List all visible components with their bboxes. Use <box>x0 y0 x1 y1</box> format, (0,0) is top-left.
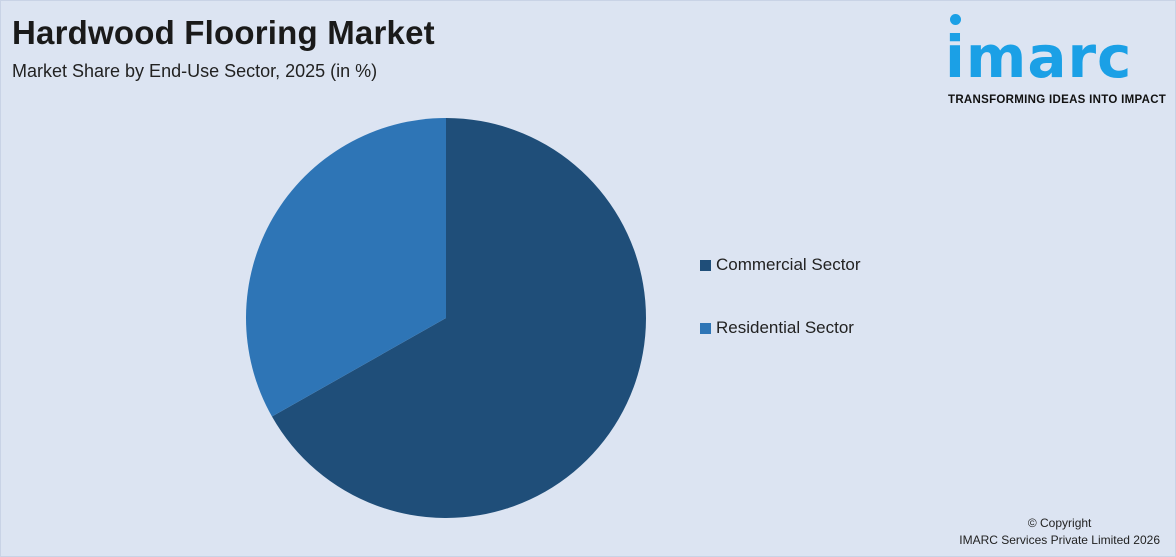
pie-slice-residential-sector <box>245 118 446 417</box>
legend-label: Residential Sector <box>716 318 854 337</box>
chart-subtitle: Market Share by End-Use Sector, 2025 (in… <box>12 61 378 81</box>
legend-item-residential-sector: Residential Sector <box>700 317 861 339</box>
logo-wordmark: imarc <box>945 23 1133 91</box>
legend-swatch <box>700 259 711 271</box>
copyright-notice: © Copyright IMARC Services Private Limit… <box>959 515 1160 549</box>
chart-title: Hardwood Flooring Market <box>12 14 435 51</box>
legend-item-commercial-sector: Commercial Sector <box>700 254 861 276</box>
copyright-line-2: IMARC Services Private Limited 2026 <box>959 533 1160 547</box>
logo-dot-icon <box>950 14 961 25</box>
copyright-line-1: © Copyright <box>1027 516 1092 530</box>
imarc-logo: imarc TRANSFORMING IDEAS INTO IMPACT <box>940 10 1172 110</box>
chart-legend: Commercial Sector Residential Sector <box>700 254 861 380</box>
legend-swatch <box>700 322 711 334</box>
logo-tagline: TRANSFORMING IDEAS INTO IMPACT <box>948 94 1167 106</box>
pie-slice-commercial-sector <box>271 118 647 518</box>
legend-label: Commercial Sector <box>716 255 861 274</box>
